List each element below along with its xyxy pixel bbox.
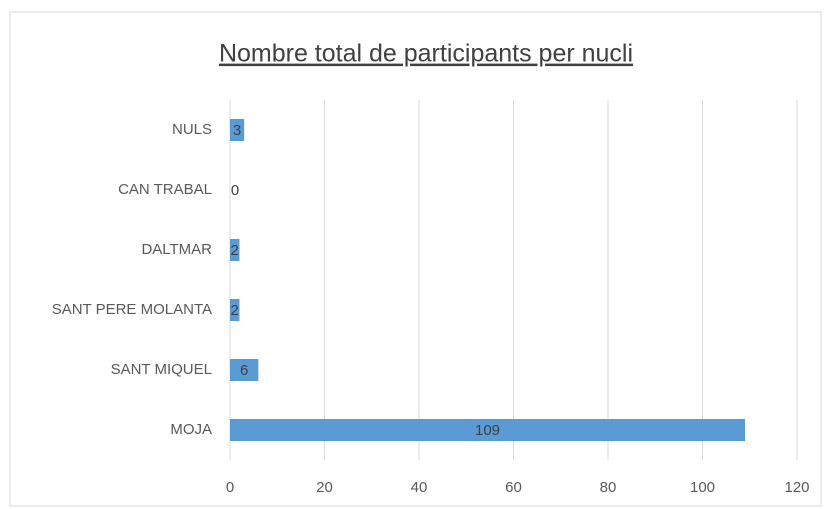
bar xyxy=(230,419,746,441)
x-tick-label: 40 xyxy=(411,479,428,496)
y-tick-label: CAN TRABAL xyxy=(118,181,212,198)
bar xyxy=(230,119,245,141)
x-tick-label: 0 xyxy=(226,479,234,496)
bar xyxy=(230,359,259,381)
chart-title: Nombre total de participants per nucli xyxy=(219,40,633,68)
x-tick-label: 60 xyxy=(505,479,522,496)
x-tick-label: 120 xyxy=(784,479,809,496)
data-label: 2 xyxy=(231,242,239,259)
bar xyxy=(230,299,240,321)
data-label: 109 xyxy=(475,422,500,439)
data-label: 6 xyxy=(240,362,248,379)
bar xyxy=(230,239,240,261)
y-tick-label: MOJA xyxy=(170,421,212,438)
x-tick-label: 20 xyxy=(316,479,333,496)
y-tick-label: SANT MIQUEL xyxy=(111,361,212,378)
data-label: 2 xyxy=(231,302,239,319)
x-tick-label: 100 xyxy=(690,479,715,496)
data-label: 3 xyxy=(233,122,241,139)
y-tick-label: SANT PERE MOLANTA xyxy=(52,301,212,318)
y-tick-label: NULS xyxy=(172,121,212,138)
y-tick-label: DALTMAR xyxy=(141,241,212,258)
data-label: 0 xyxy=(231,182,239,199)
x-tick-label: 80 xyxy=(600,479,617,496)
